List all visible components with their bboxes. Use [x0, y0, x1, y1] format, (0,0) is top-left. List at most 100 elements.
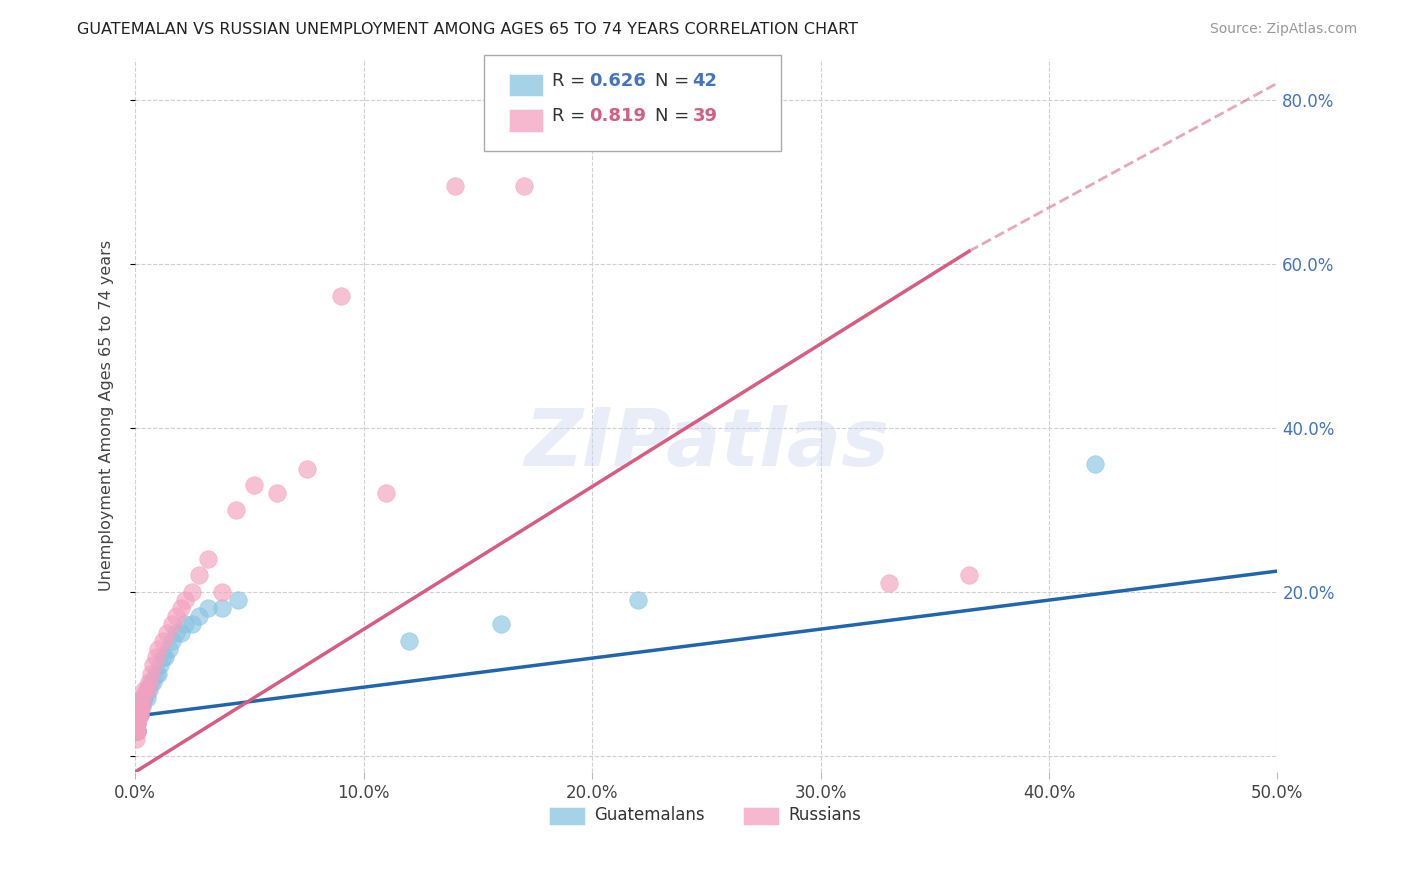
- Point: [125, 723, 148, 738]
- Text: R =: R =: [553, 71, 591, 90]
- Point: [125, 723, 148, 738]
- Point: [295, 461, 318, 475]
- Point: [181, 617, 204, 632]
- Point: [127, 715, 149, 730]
- Point: [170, 625, 193, 640]
- Point: [152, 650, 174, 665]
- Point: [211, 601, 233, 615]
- Point: [125, 723, 148, 738]
- Point: [152, 633, 174, 648]
- Y-axis label: Unemployment Among Ages 65 to 74 years: Unemployment Among Ages 65 to 74 years: [100, 240, 114, 591]
- Point: [127, 707, 149, 722]
- Point: [135, 683, 157, 698]
- Point: [134, 683, 156, 698]
- Point: [170, 601, 193, 615]
- Point: [131, 691, 153, 706]
- Point: [197, 551, 219, 566]
- Text: N =: N =: [655, 107, 695, 126]
- Point: [142, 658, 165, 673]
- Point: [146, 642, 169, 657]
- Point: [127, 715, 149, 730]
- Point: [131, 699, 153, 714]
- Point: [128, 699, 150, 714]
- Text: 39: 39: [693, 107, 717, 126]
- FancyBboxPatch shape: [509, 73, 543, 96]
- Point: [188, 568, 211, 582]
- Point: [266, 486, 288, 500]
- Point: [489, 617, 512, 632]
- Point: [125, 723, 148, 738]
- Point: [142, 674, 165, 689]
- Point: [146, 666, 169, 681]
- Point: [128, 707, 150, 722]
- Point: [141, 666, 163, 681]
- Point: [127, 723, 149, 738]
- Point: [149, 658, 172, 673]
- Point: [127, 715, 149, 730]
- Point: [165, 625, 187, 640]
- Point: [329, 289, 352, 303]
- Text: R =: R =: [553, 107, 591, 126]
- Point: [127, 707, 149, 722]
- Point: [127, 715, 149, 730]
- Point: [134, 691, 156, 706]
- Point: [156, 625, 179, 640]
- Point: [160, 617, 183, 632]
- Text: Guatemalans: Guatemalans: [595, 806, 704, 824]
- Point: [159, 642, 181, 657]
- Point: [125, 723, 148, 738]
- Point: [197, 601, 219, 615]
- Point: [226, 592, 249, 607]
- FancyBboxPatch shape: [484, 55, 780, 152]
- Point: [512, 178, 534, 193]
- Text: 42: 42: [693, 71, 717, 90]
- Point: [128, 707, 150, 722]
- Point: [128, 699, 150, 714]
- Point: [444, 178, 467, 193]
- Point: [131, 699, 153, 714]
- Point: [160, 633, 183, 648]
- Point: [131, 691, 153, 706]
- Point: [128, 699, 150, 714]
- Point: [225, 502, 247, 516]
- Point: [153, 650, 176, 665]
- Text: N =: N =: [655, 71, 695, 90]
- Text: 0.626: 0.626: [589, 71, 645, 90]
- Point: [128, 707, 150, 722]
- Point: [134, 691, 156, 706]
- Point: [188, 609, 211, 624]
- Point: [211, 584, 233, 599]
- Text: Russians: Russians: [789, 806, 862, 824]
- Point: [138, 674, 160, 689]
- Point: [138, 683, 160, 698]
- Point: [125, 732, 148, 747]
- Point: [1084, 458, 1107, 472]
- Point: [145, 666, 167, 681]
- Point: [125, 723, 148, 738]
- Point: [135, 691, 157, 706]
- FancyBboxPatch shape: [742, 807, 779, 825]
- Text: ZIPatlas: ZIPatlas: [524, 405, 889, 483]
- Text: GUATEMALAN VS RUSSIAN UNEMPLOYMENT AMONG AGES 65 TO 74 YEARS CORRELATION CHART: GUATEMALAN VS RUSSIAN UNEMPLOYMENT AMONG…: [77, 22, 858, 37]
- Point: [181, 584, 204, 599]
- FancyBboxPatch shape: [509, 109, 543, 132]
- Point: [174, 617, 197, 632]
- Point: [398, 633, 420, 648]
- Point: [877, 576, 900, 591]
- Point: [125, 723, 148, 738]
- Point: [165, 609, 187, 624]
- Point: [141, 674, 163, 689]
- Point: [145, 650, 167, 665]
- Point: [128, 707, 150, 722]
- Point: [627, 592, 650, 607]
- Point: [135, 683, 157, 698]
- Point: [125, 723, 148, 738]
- Point: [957, 568, 980, 582]
- Text: 0.819: 0.819: [589, 107, 645, 126]
- Point: [375, 486, 398, 500]
- Point: [127, 707, 149, 722]
- FancyBboxPatch shape: [548, 807, 585, 825]
- Text: Source: ZipAtlas.com: Source: ZipAtlas.com: [1209, 22, 1357, 37]
- Point: [174, 592, 197, 607]
- Point: [243, 478, 266, 492]
